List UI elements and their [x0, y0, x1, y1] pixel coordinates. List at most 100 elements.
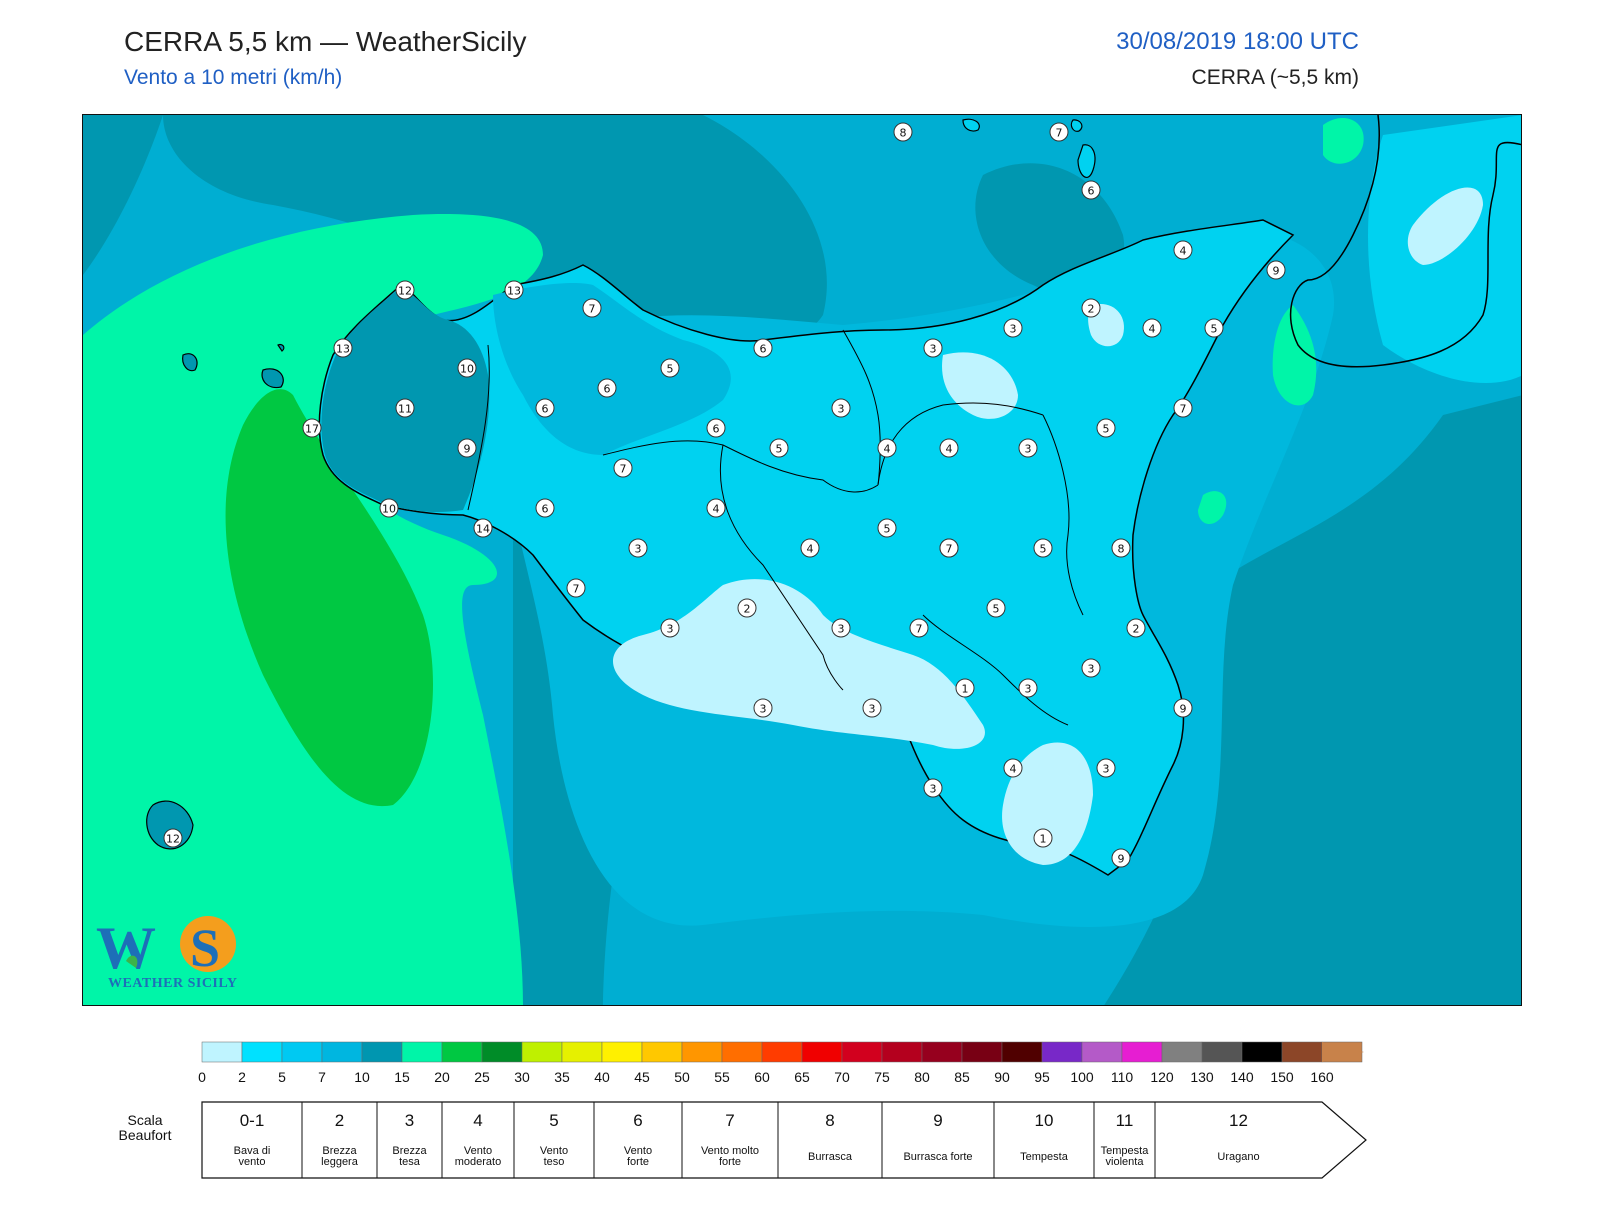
beaufort-number: 2 — [335, 1111, 344, 1130]
calabria-calm — [1407, 187, 1483, 265]
station-wind-value: 3 — [1018, 438, 1038, 458]
station-wind-value: 10 — [379, 498, 399, 518]
colorbar-swatch — [521, 1041, 563, 1063]
colorbar-tick-label: 40 — [594, 1069, 610, 1085]
beaufort-description: Brezza tesa — [392, 1145, 427, 1168]
station-wind-value: 3 — [660, 618, 680, 638]
svg-text:3: 3 — [1103, 763, 1110, 776]
svg-text:4: 4 — [1149, 323, 1156, 336]
station-wind-value: 7 — [566, 578, 586, 598]
legend: 0 2 5 7 10 15 20 25 30 35 40 45 50 55 60 65 70 75 80 85 90 95… — [0, 1030, 1600, 1200]
wind-patch-mint-north — [1323, 117, 1364, 164]
colorbar-swatch — [241, 1041, 283, 1063]
colorbar-tick-label: 90 — [994, 1069, 1010, 1085]
colorbar-swatch — [1041, 1041, 1083, 1063]
beaufort-number: 0-1 — [240, 1111, 265, 1130]
colorbar-swatch — [961, 1041, 1003, 1063]
svg-text:6: 6 — [542, 503, 549, 516]
land-calm-southeast — [1002, 742, 1093, 865]
station-wind-value: 12 — [163, 828, 183, 848]
svg-text:9: 9 — [1180, 703, 1187, 716]
colorbar-tick-label: 25 — [474, 1069, 490, 1085]
colorbar-tick-label: 140 — [1230, 1069, 1254, 1085]
station-wind-value: 5 — [1204, 318, 1224, 338]
svg-text:12: 12 — [166, 833, 180, 846]
colorbar-tick-label: 80 — [914, 1069, 930, 1085]
beaufort-description: Brezza leggera — [321, 1145, 359, 1168]
egadi-islands — [182, 343, 285, 389]
wind-core-green — [225, 389, 433, 807]
station-wind-value: 13 — [504, 280, 524, 300]
station-wind-value: 7 — [582, 298, 602, 318]
station-wind-value: 9 — [457, 438, 477, 458]
colorbar-swatch — [1081, 1041, 1123, 1063]
colorbar-tick-label: 110 — [1111, 1069, 1134, 1085]
colorbar-tick-label: 85 — [954, 1069, 970, 1085]
beaufort-description: Burrasca forte — [903, 1151, 972, 1163]
svg-text:9: 9 — [1118, 853, 1125, 866]
logo-text: WEATHER SICILY — [108, 976, 238, 991]
station-wind-value: 7 — [939, 538, 959, 558]
station-wind-value: 3 — [1096, 758, 1116, 778]
colorbar-tick-label: 35 — [554, 1069, 570, 1085]
svg-text:1: 1 — [962, 683, 969, 696]
station-wind-value: 3 — [1018, 678, 1038, 698]
colorbar-tick-label: 20 — [434, 1069, 450, 1085]
svg-text:7: 7 — [589, 303, 596, 316]
beaufort-description: Burrasca — [808, 1151, 853, 1163]
svg-text:4: 4 — [807, 543, 814, 556]
svg-text:4: 4 — [713, 503, 720, 516]
svg-text:7: 7 — [946, 543, 953, 556]
svg-text:7: 7 — [916, 623, 923, 636]
colorbar-tick-label: 50 — [674, 1069, 690, 1085]
beaufort-outline — [201, 1101, 1367, 1179]
svg-text:7: 7 — [573, 583, 580, 596]
beaufort-description: Tempesta violenta — [1101, 1145, 1150, 1168]
colorbar-swatch — [1161, 1041, 1203, 1063]
station-wind-value: 2 — [1081, 298, 1101, 318]
station-wind-value: 5 — [1096, 418, 1116, 438]
colorbar — [201, 1041, 1364, 1063]
colorbar-tick-label: 130 — [1190, 1069, 1214, 1085]
svg-text:2: 2 — [1133, 623, 1140, 636]
colorbar-swatch — [281, 1041, 323, 1063]
svg-text:4: 4 — [1180, 245, 1187, 258]
svg-text:2: 2 — [744, 603, 751, 616]
colorbar-tick-label: 2 — [238, 1069, 246, 1085]
station-wind-value: 8 — [1111, 538, 1131, 558]
svg-text:3: 3 — [838, 623, 845, 636]
station-wind-value: 3 — [1081, 658, 1101, 678]
colorbar-swatch — [561, 1041, 603, 1063]
calabria-coast — [1289, 115, 1521, 368]
svg-text:2: 2 — [1088, 303, 1095, 316]
station-wind-value: 2 — [1126, 618, 1146, 638]
station-wind-value: 5 — [1033, 538, 1053, 558]
province-borders — [467, 329, 1084, 726]
land-calm-south — [613, 579, 985, 749]
colorbar-tick-label: 100 — [1070, 1069, 1094, 1085]
svg-text:3: 3 — [869, 703, 876, 716]
station-wind-value: 17 — [302, 418, 322, 438]
beaufort-number: 12 — [1229, 1111, 1248, 1130]
map-subtitle: Vento a 10 metri (km/h) — [124, 66, 343, 89]
svg-text:6: 6 — [760, 343, 767, 356]
station-wind-value: 6 — [706, 418, 726, 438]
station-wind-value: 1 — [1033, 828, 1053, 848]
colorbar-tick-label: 75 — [874, 1069, 890, 1085]
svg-text:6: 6 — [542, 403, 549, 416]
station-wind-value: 6 — [1081, 180, 1101, 200]
station-wind-value: 6 — [535, 498, 555, 518]
sea-dark-west — [83, 115, 163, 275]
colorbar-tick-label: 15 — [394, 1069, 410, 1085]
beaufort-description: Vento molto forte — [701, 1145, 759, 1168]
station-wind-value: 11 — [395, 398, 415, 418]
svg-text:14: 14 — [476, 523, 490, 536]
colorbar-swatch — [441, 1041, 483, 1063]
map-title: CERRA 5,5 km — WeatherSicily — [124, 26, 527, 57]
colorbar-swatch — [881, 1041, 923, 1063]
station-wind-value: 6 — [535, 398, 555, 418]
station-wind-value: 3 — [1003, 318, 1023, 338]
station-wind-value: 4 — [939, 438, 959, 458]
colorbar-swatch — [721, 1041, 763, 1063]
station-wind-value: 3 — [831, 618, 851, 638]
